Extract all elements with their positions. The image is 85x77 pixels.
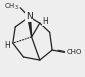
Text: CHO: CHO [66,49,82,55]
Text: N: N [26,12,33,21]
Text: H: H [43,17,48,26]
Text: CH$_3$: CH$_3$ [4,2,19,12]
Polygon shape [28,17,32,37]
Text: H: H [5,41,10,50]
